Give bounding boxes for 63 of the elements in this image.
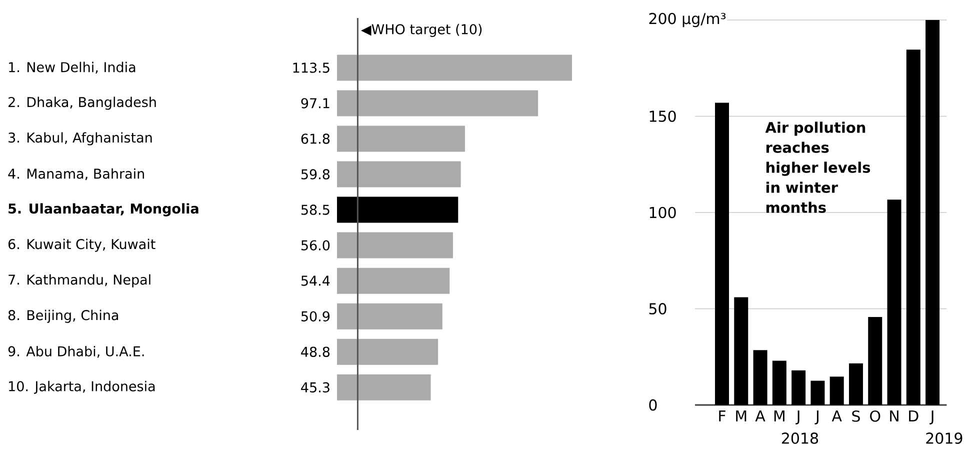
data-label: 48.8 (301, 346, 330, 357)
x-tick-label: N (890, 410, 898, 422)
y-tick-label: 50 (649, 303, 666, 314)
x-tick-label: A (832, 410, 842, 422)
x-tick-label: M (774, 410, 784, 422)
bar (337, 90, 538, 116)
y-tick-label: 4. Manama, Bahrain (8, 168, 144, 180)
y-tick-label: 3. Kabul, Afghanistan (8, 132, 152, 146)
bar (337, 374, 431, 400)
data-label: 58.5 (301, 204, 330, 215)
bar (337, 338, 438, 365)
data-label: 61.8 (301, 134, 330, 144)
bar (868, 317, 882, 405)
x-tick-label: D (909, 410, 918, 422)
bar (887, 200, 902, 405)
bar (337, 196, 458, 223)
data-label: 56.0 (301, 240, 330, 250)
y-tick-label: 5. Ulaanbaatar, Mongolia (8, 203, 198, 216)
y-tick-label: 1. New Delhi, India (9, 62, 136, 74)
bar (714, 102, 729, 405)
bar (792, 370, 806, 405)
y-tick-label: 2. Dhaka, Bangladesh (8, 96, 156, 110)
x-tick-label: M (736, 410, 746, 422)
bar (906, 50, 920, 405)
text: 2019 (926, 432, 962, 444)
bar (753, 350, 768, 405)
bar (337, 126, 465, 152)
x-tick-label: F (719, 410, 726, 422)
bar (337, 268, 450, 294)
bar (337, 161, 461, 188)
data-label: 59.8 (301, 169, 330, 180)
y-tick-label: 0 (649, 399, 657, 411)
x-tick-label: J (930, 410, 934, 424)
y-tick-label: 10. Jakarta, Indonesia (9, 380, 155, 394)
bar (810, 380, 825, 405)
y-tick-label: 9. Abu Dhabi, U.A.E. (8, 346, 144, 358)
y-tick-label: 8. Beijing, China (8, 310, 118, 323)
bar (337, 303, 442, 330)
bar (926, 20, 940, 405)
x-tick-label: O (870, 410, 880, 422)
data-label: 50.9 (301, 311, 330, 322)
bar (337, 232, 453, 258)
y-tick-label: 6. Kuwait City, Kuwait (8, 238, 156, 252)
y-tick-label: 150 (650, 110, 676, 122)
y-tick-label: 200 μg/m³ (649, 12, 726, 28)
bar (772, 360, 786, 405)
bar (830, 376, 844, 405)
text: 2018 (782, 432, 818, 444)
data-label: 97.1 (301, 98, 330, 108)
bar (734, 297, 748, 405)
data-label: 113.5 (293, 62, 330, 73)
data-label: 54.4 (301, 276, 330, 286)
y-tick-label: 7. Kathmandu, Nepal (8, 274, 150, 288)
x-tick-label: J (796, 410, 800, 424)
data-label: 45.3 (301, 382, 330, 392)
ref-line-label: ◀WHO target (10) (360, 24, 482, 37)
bar (848, 363, 863, 405)
bar (337, 54, 572, 81)
x-tick-label: A (755, 410, 766, 422)
y-tick-label: 100 (650, 206, 676, 218)
x-tick-label: S (852, 410, 860, 422)
x-tick-label: J (814, 410, 818, 424)
annotation: Air pollution reaches higher levels in winter months (765, 122, 870, 213)
